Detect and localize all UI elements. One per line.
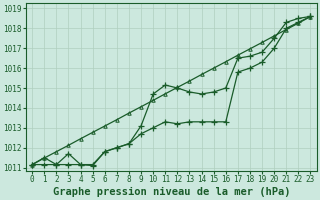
X-axis label: Graphe pression niveau de la mer (hPa): Graphe pression niveau de la mer (hPa) — [52, 186, 290, 197]
